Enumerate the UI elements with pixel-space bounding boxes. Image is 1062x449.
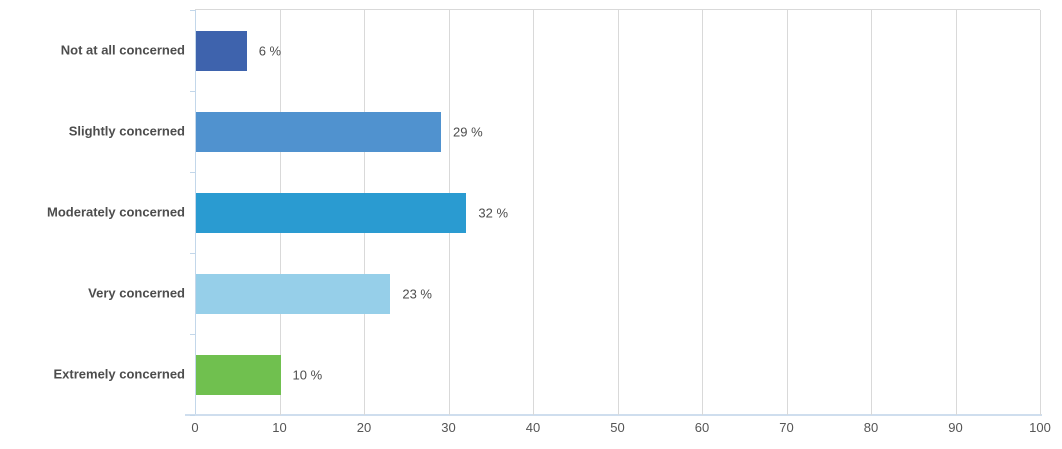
bar-row: 29 % (195, 111, 1040, 152)
bar-3[interactable] (196, 192, 467, 233)
bar-1[interactable] (196, 30, 247, 71)
gridline-x-100 (1040, 10, 1041, 415)
value-label: 32 % (478, 205, 509, 220)
y-axis-tick (190, 253, 195, 254)
x-tick-label-0: 0 (191, 420, 199, 435)
x-tick-label-100: 100 (1029, 420, 1051, 435)
gridline-x-60 (702, 10, 703, 415)
bar-4[interactable] (196, 273, 391, 314)
plot-area: 6 % 29 % 32 % 23 % 10 % (185, 9, 1042, 416)
x-axis-line (185, 414, 1042, 416)
category-label-1: Not at all concerned (60, 42, 185, 57)
gridline-x-40 (533, 10, 534, 415)
category-label-2: Slightly concerned (68, 123, 185, 138)
y-axis-tick (190, 10, 195, 11)
x-tick-label-10: 10 (272, 420, 287, 435)
bar-row: 6 % (195, 30, 1040, 71)
y-axis-tick (190, 91, 195, 92)
y-axis-tick (190, 334, 195, 335)
x-tick-label-20: 20 (356, 420, 372, 435)
value-label: 6 % (258, 43, 282, 58)
y-axis-line (195, 10, 196, 415)
x-tick-label-80: 80 (863, 420, 879, 435)
gridline-x-80 (871, 10, 872, 415)
bar-row: 32 % (195, 192, 1040, 233)
gridline-x-70 (786, 10, 788, 415)
x-tick-label-70: 70 (779, 420, 794, 435)
bar-2[interactable] (196, 111, 442, 152)
y-axis-tick (190, 415, 195, 416)
x-tick-label-60: 60 (694, 420, 710, 435)
value-label: 10 % (292, 367, 323, 382)
x-tick-label-40: 40 (525, 420, 541, 435)
gridline-x-50 (617, 10, 619, 415)
bar-row: 23 % (195, 273, 1040, 314)
gridline-x-90 (955, 10, 957, 415)
value-label: 29 % (453, 124, 483, 139)
x-tick-label-50: 50 (610, 420, 625, 435)
bar-5[interactable] (196, 354, 281, 395)
category-label-3: Moderately concerned (47, 204, 185, 219)
y-axis-tick (190, 172, 195, 173)
x-tick-label-30: 30 (441, 420, 456, 435)
category-label-4: Very concerned (88, 285, 185, 300)
bar-row: 10 % (195, 354, 1040, 395)
value-label: 23 % (402, 286, 432, 301)
category-label-5: Extremely concerned (53, 366, 185, 381)
x-tick-label-90: 90 (948, 420, 963, 435)
